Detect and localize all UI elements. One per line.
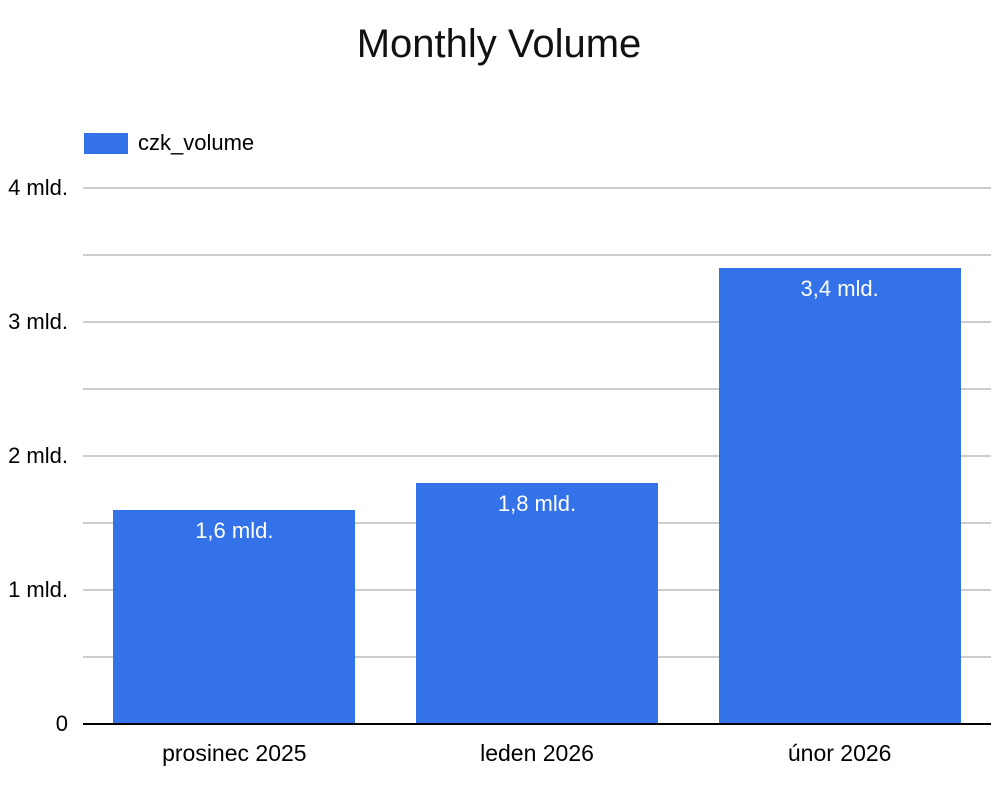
y-tick-label: 0	[55, 711, 68, 736]
x-axis-baseline	[83, 723, 991, 725]
gridline	[83, 187, 991, 189]
x-tick-label: únor 2026	[787, 740, 892, 766]
bar-value-label: 1,8 mld.	[497, 490, 577, 516]
y-tick-label: 1 mld.	[8, 577, 68, 602]
gridline	[83, 321, 991, 323]
gridline	[83, 455, 991, 457]
y-tick-label: 2 mld.	[8, 443, 68, 468]
x-tick-label: leden 2026	[480, 740, 594, 766]
chart-title: Monthly Volume	[356, 22, 642, 66]
legend-swatch-icon	[84, 132, 128, 154]
gridline	[83, 388, 991, 390]
gridline	[83, 254, 991, 256]
y-tick-label: 4 mld.	[8, 175, 68, 200]
y-tick-label: 3 mld.	[8, 309, 68, 334]
plot-area: 1,6 mld. 1,8 mld. 3,4 mld.	[83, 187, 991, 725]
bar-únor 2026[interactable]: 3,4 mld.	[718, 268, 961, 724]
x-tick-label: prosinec 2025	[162, 740, 307, 766]
bar-value-label: 3,4 mld.	[800, 276, 879, 302]
bar-value-label: 1,6 mld.	[195, 517, 274, 543]
legend: czk_volume	[84, 130, 254, 156]
bar-prosinec 2025[interactable]: 1,6 mld.	[113, 509, 356, 724]
legend-label: czk_volume	[138, 130, 255, 155]
bar-leden 2026[interactable]: 1,8 mld.	[415, 482, 659, 724]
